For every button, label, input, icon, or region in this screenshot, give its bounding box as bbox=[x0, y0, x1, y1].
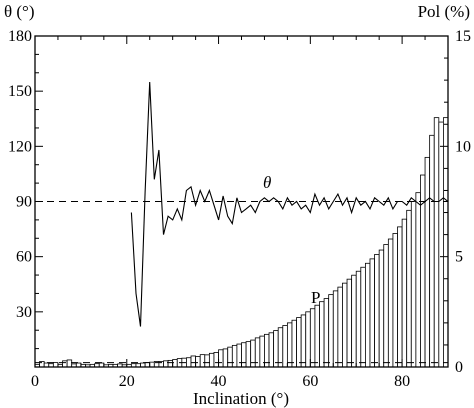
y-left-tick-label: 120 bbox=[8, 138, 32, 155]
histogram-bar bbox=[351, 274, 357, 368]
histogram-bar bbox=[286, 322, 293, 368]
histogram-bar bbox=[204, 354, 210, 368]
histogram-bar bbox=[167, 359, 174, 368]
y-axis-left-label: θ (°) bbox=[4, 2, 35, 21]
histogram-bar bbox=[383, 244, 389, 368]
histogram-bar bbox=[415, 192, 421, 368]
x-tick-label: 40 bbox=[211, 373, 227, 390]
histogram-bar bbox=[199, 354, 206, 368]
histogram-bar bbox=[374, 254, 380, 368]
histogram-bar bbox=[309, 308, 316, 368]
histogram-bar bbox=[268, 332, 275, 368]
histogram-bar bbox=[337, 286, 343, 368]
histogram-bar bbox=[364, 262, 371, 368]
histogram-bar bbox=[438, 121, 444, 368]
axis-ticks bbox=[34, 35, 449, 368]
y-left-tick-label: 30 bbox=[16, 304, 32, 321]
histogram-bar bbox=[328, 294, 334, 368]
histogram-bar bbox=[213, 352, 219, 368]
histogram-bar bbox=[401, 218, 408, 368]
histogram-bar bbox=[397, 226, 403, 368]
histogram-bar bbox=[433, 117, 440, 368]
theta-series-label: θ bbox=[263, 173, 271, 192]
theta-series bbox=[130, 81, 449, 327]
x-tick-label: 20 bbox=[119, 373, 135, 390]
x-tick-label: 80 bbox=[394, 373, 410, 390]
histogram-bar bbox=[144, 362, 151, 368]
histogram-bar bbox=[300, 314, 307, 368]
histogram-bar bbox=[429, 134, 435, 368]
y-left-tick-label: 150 bbox=[8, 83, 32, 100]
reference-lines bbox=[35, 201, 448, 364]
y-right-tick-label: 10 bbox=[455, 138, 471, 155]
x-tick-label: 0 bbox=[31, 373, 39, 390]
histogram-bars bbox=[34, 117, 449, 368]
histogram-bar bbox=[314, 304, 320, 368]
y-right-tick-label: 5 bbox=[455, 249, 463, 266]
histogram-bar bbox=[241, 342, 247, 368]
histogram-bar bbox=[273, 330, 279, 368]
histogram-bar bbox=[332, 290, 339, 368]
y-left-tick-label: 90 bbox=[16, 194, 32, 211]
histogram-bar bbox=[369, 258, 375, 368]
histogram-bar bbox=[277, 327, 284, 368]
histogram-bar bbox=[66, 359, 73, 368]
histogram-bar bbox=[231, 344, 238, 368]
histogram-bar bbox=[319, 301, 325, 368]
histogram-bar bbox=[387, 238, 394, 368]
histogram-bar bbox=[378, 249, 385, 368]
histogram-bar bbox=[406, 209, 412, 368]
histogram-bar bbox=[424, 156, 431, 368]
histogram-bar bbox=[186, 357, 192, 368]
y-left-tick-label: 60 bbox=[16, 249, 32, 266]
y-right-tick-label: 0 bbox=[455, 359, 463, 376]
histogram-bar bbox=[443, 117, 449, 368]
histogram-bar bbox=[52, 362, 59, 368]
histogram-bar bbox=[195, 356, 201, 368]
histogram-bar bbox=[208, 352, 215, 368]
histogram-bar bbox=[218, 349, 224, 368]
histogram-bar bbox=[342, 282, 348, 368]
histogram-bar bbox=[245, 341, 252, 368]
histogram-bar bbox=[305, 311, 311, 368]
histogram-bar bbox=[296, 317, 302, 368]
histogram-bar bbox=[190, 355, 197, 368]
y-right-tick-label: 15 bbox=[455, 28, 471, 45]
histogram-bar bbox=[149, 361, 155, 368]
histogram-bar bbox=[282, 325, 288, 368]
pol-series-label: P bbox=[311, 288, 320, 307]
theta-line bbox=[130, 81, 449, 327]
x-axis-label: Inclination (°) bbox=[193, 389, 289, 408]
histogram-bar bbox=[163, 360, 169, 368]
histogram-bar bbox=[360, 266, 366, 368]
y-left-tick-label: 180 bbox=[8, 28, 32, 45]
tick-labels: 0 20 40 60 80 30 60 90 120 150 180 0 5 10 15 bbox=[8, 28, 471, 390]
histogram-bar bbox=[392, 233, 398, 368]
histogram-bar bbox=[355, 270, 362, 368]
histogram-bar bbox=[227, 346, 233, 368]
x-tick-label: 60 bbox=[302, 373, 318, 390]
histogram-bar bbox=[410, 201, 417, 368]
histogram-bar bbox=[291, 319, 297, 368]
histogram-bar bbox=[346, 278, 353, 368]
histogram-bar bbox=[236, 343, 242, 368]
histogram-bar bbox=[62, 360, 68, 368]
histogram-bar bbox=[172, 359, 178, 368]
histogram-bar bbox=[222, 348, 229, 368]
histogram-bar bbox=[323, 298, 330, 368]
y-axis-right-label: Pol (%) bbox=[418, 2, 470, 21]
